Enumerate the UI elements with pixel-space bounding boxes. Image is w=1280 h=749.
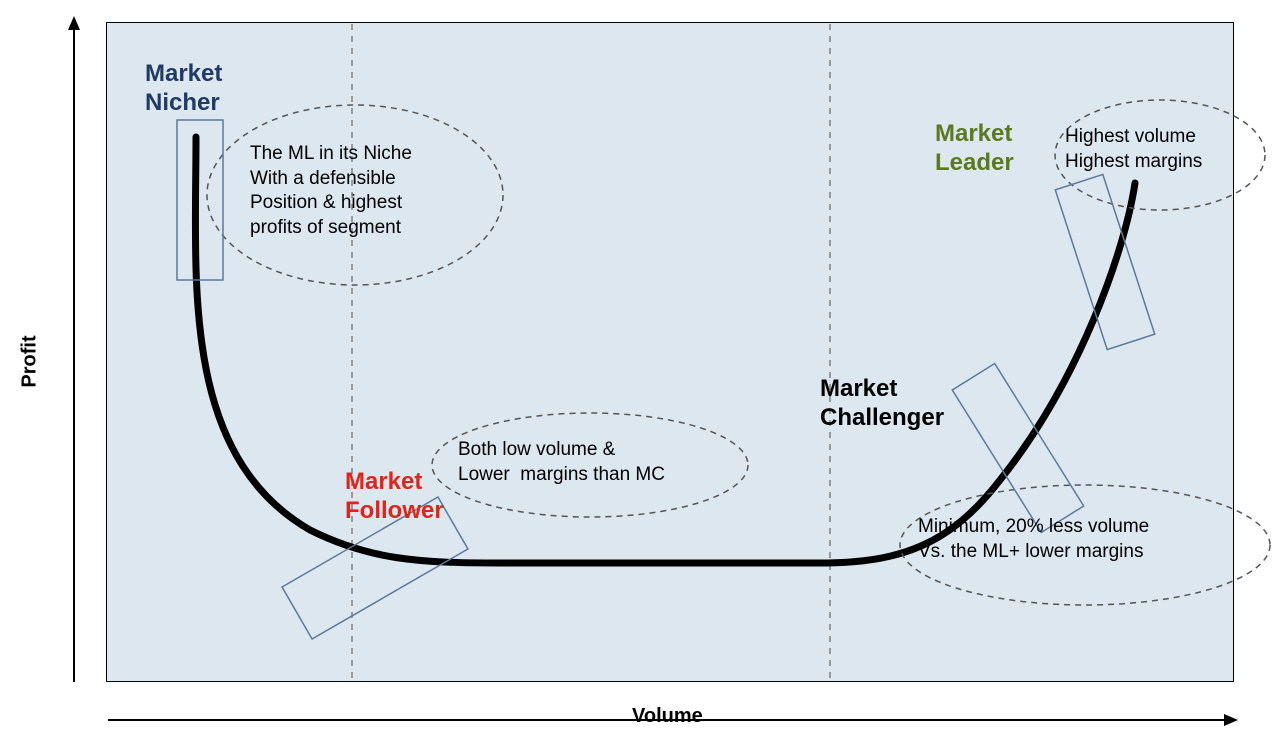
y-axis-label: Profit — [19, 335, 42, 387]
x-axis-label: Volume — [632, 705, 703, 728]
follower-title: Market Follower — [345, 468, 444, 526]
challenger-description: Minimum, 20% less volume Vs. the ML+ low… — [918, 515, 1149, 564]
nicher-title: Market Nicher — [145, 60, 222, 118]
nicher-description: The ML in its Niche With a defensible Po… — [250, 142, 412, 241]
challenger-title: Market Challenger — [820, 375, 944, 433]
leader-title: Market Leader — [935, 120, 1014, 178]
plot-area — [106, 22, 1234, 682]
leader-description: Highest volume Highest margins — [1065, 125, 1202, 174]
follower-description: Both low volume & Lower margins than MC — [458, 438, 665, 487]
